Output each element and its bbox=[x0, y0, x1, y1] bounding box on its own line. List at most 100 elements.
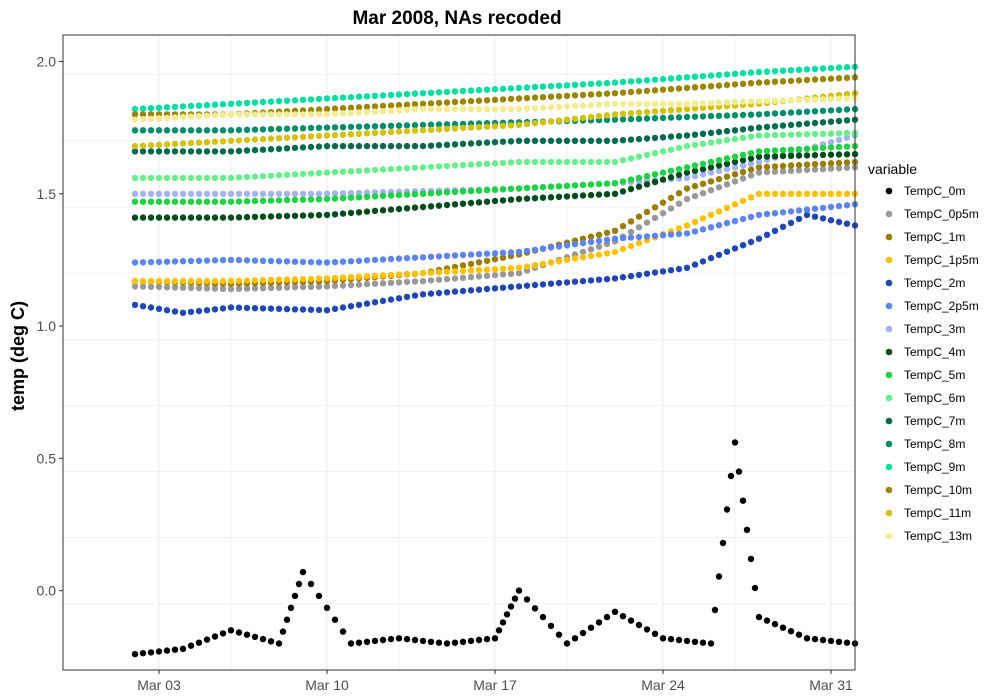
data-point bbox=[435, 99, 443, 107]
data-point bbox=[835, 151, 843, 158]
data-point bbox=[211, 633, 219, 640]
data-point bbox=[251, 111, 259, 118]
data-point bbox=[187, 139, 195, 147]
data-point bbox=[219, 256, 227, 264]
data-point bbox=[499, 186, 507, 193]
data-point bbox=[763, 123, 771, 131]
data-point bbox=[835, 75, 843, 82]
data-point bbox=[755, 211, 763, 219]
data-point bbox=[203, 307, 211, 314]
data-point bbox=[771, 153, 779, 160]
data-point bbox=[731, 245, 739, 252]
data-point bbox=[587, 80, 595, 88]
data-point bbox=[803, 635, 811, 642]
data-point bbox=[843, 202, 851, 209]
data-point bbox=[171, 214, 179, 221]
data-point bbox=[563, 256, 571, 264]
data-point bbox=[763, 168, 771, 176]
data-point bbox=[347, 104, 355, 112]
data-point bbox=[723, 219, 731, 227]
data-point bbox=[315, 592, 323, 600]
data-point bbox=[171, 190, 179, 197]
data-point bbox=[691, 638, 699, 645]
data-point bbox=[587, 233, 595, 240]
data-point bbox=[291, 144, 299, 152]
data-point bbox=[187, 284, 195, 292]
data-point bbox=[443, 162, 451, 170]
data-point bbox=[235, 629, 243, 636]
data-point bbox=[347, 123, 355, 131]
data-point bbox=[643, 115, 651, 122]
data-point bbox=[347, 273, 355, 281]
series-TempC_2m bbox=[131, 211, 859, 316]
data-point bbox=[563, 92, 571, 100]
data-point bbox=[131, 111, 139, 118]
data-point bbox=[795, 167, 803, 174]
data-point bbox=[627, 617, 635, 624]
data-point bbox=[363, 638, 371, 645]
data-point bbox=[267, 146, 275, 153]
data-point bbox=[747, 150, 755, 157]
data-point bbox=[419, 127, 427, 134]
data-point bbox=[835, 106, 843, 114]
data-point bbox=[603, 101, 611, 108]
data-point bbox=[579, 629, 587, 637]
data-point bbox=[675, 85, 683, 92]
data-point bbox=[675, 144, 683, 152]
data-point bbox=[355, 189, 363, 197]
data-point bbox=[843, 190, 851, 197]
data-point bbox=[731, 70, 739, 78]
data-point bbox=[495, 627, 503, 634]
data-point bbox=[531, 120, 539, 127]
data-point bbox=[179, 198, 187, 205]
data-point bbox=[259, 635, 267, 643]
data-point bbox=[139, 190, 147, 197]
data-point bbox=[659, 232, 667, 239]
data-point bbox=[411, 101, 419, 108]
data-point bbox=[299, 170, 307, 178]
data-point bbox=[675, 190, 683, 197]
data-point bbox=[195, 277, 203, 285]
data-point bbox=[227, 304, 235, 311]
data-point bbox=[835, 165, 843, 172]
data-point bbox=[171, 127, 179, 134]
data-point bbox=[363, 109, 371, 116]
data-point bbox=[507, 122, 515, 129]
data-point bbox=[787, 67, 795, 74]
data-point bbox=[307, 190, 315, 197]
data-point bbox=[587, 246, 595, 253]
data-point bbox=[259, 126, 267, 133]
data-point bbox=[307, 106, 315, 114]
data-point bbox=[451, 125, 459, 132]
data-point bbox=[795, 121, 803, 128]
data-point bbox=[339, 274, 347, 281]
data-point bbox=[739, 98, 747, 105]
data-point bbox=[403, 90, 411, 98]
data-point bbox=[295, 580, 303, 588]
data-point bbox=[555, 193, 563, 200]
data-point bbox=[435, 253, 443, 260]
y-axis-label: temp (deg C) bbox=[8, 301, 28, 411]
data-point bbox=[155, 277, 163, 285]
data-point bbox=[475, 161, 483, 168]
data-point bbox=[459, 188, 467, 195]
data-point bbox=[283, 125, 291, 132]
data-point bbox=[683, 113, 691, 121]
series-TempC_5m bbox=[131, 142, 859, 205]
legend-label: TempC_10m bbox=[904, 483, 972, 497]
data-point bbox=[755, 132, 763, 139]
data-point bbox=[699, 160, 707, 167]
data-point bbox=[691, 105, 699, 112]
data-point bbox=[363, 130, 371, 137]
data-point bbox=[827, 190, 835, 197]
data-point bbox=[547, 158, 555, 166]
data-point bbox=[203, 636, 211, 643]
data-point bbox=[411, 122, 419, 129]
data-point bbox=[707, 72, 715, 79]
data-point bbox=[331, 124, 339, 131]
data-point bbox=[371, 92, 379, 100]
data-point bbox=[187, 642, 195, 649]
data-point bbox=[347, 640, 355, 647]
data-point bbox=[467, 251, 475, 258]
data-point bbox=[155, 190, 163, 197]
